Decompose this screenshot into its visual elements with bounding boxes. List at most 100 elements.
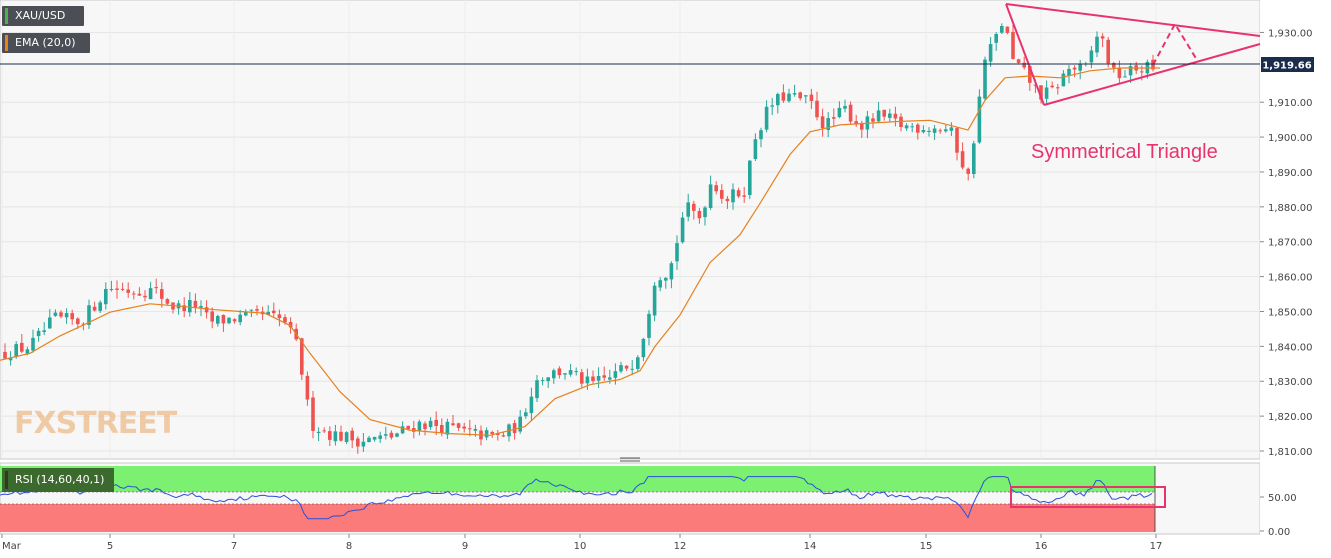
candle-body [608, 377, 612, 380]
candle-body [115, 288, 119, 290]
candle [540, 377, 545, 386]
candle-body [568, 370, 573, 375]
rsi-line [0, 476, 1153, 520]
y-tick-label: 1,930.00 [1268, 28, 1313, 39]
candle [624, 365, 629, 371]
candle-body [188, 300, 192, 313]
candle-body [1140, 71, 1144, 73]
candle-body [434, 419, 438, 426]
candle-body [725, 198, 730, 202]
candle-body [843, 106, 847, 109]
candle-body [14, 344, 18, 357]
candle-body [8, 358, 13, 361]
candle-body [36, 330, 41, 337]
candle [120, 282, 125, 292]
candle-body [955, 128, 959, 153]
candle [339, 425, 343, 442]
candle [652, 282, 657, 322]
candle-body [882, 109, 886, 117]
candle-body [1033, 84, 1038, 86]
price-axis-area [1260, 0, 1331, 534]
candle [848, 101, 853, 124]
y-tick-label: 1,820.00 [1268, 412, 1313, 423]
candle-body [770, 105, 774, 107]
candle [949, 122, 954, 136]
candle-body [809, 94, 814, 101]
candle-body [87, 305, 91, 325]
current-price-label: 1,919.66 [1261, 57, 1314, 72]
candle [921, 125, 926, 134]
candle [445, 418, 450, 439]
ema-legend[interactable]: EMA (20,0) [2, 33, 90, 53]
symbol-legend[interactable]: XAU/USD [2, 6, 84, 26]
candle-body [1095, 36, 1099, 53]
candle [518, 410, 522, 434]
candle [636, 355, 640, 373]
candle-body [994, 34, 998, 43]
candle-body [440, 425, 444, 433]
candle-body [781, 92, 786, 101]
candle [972, 140, 976, 179]
candle [305, 371, 310, 406]
candle [456, 422, 461, 431]
candle-body [860, 123, 864, 130]
candle [1005, 26, 1010, 35]
candle-body [949, 127, 954, 131]
candle-body [832, 117, 836, 119]
candle-body [776, 94, 780, 106]
candle-body [232, 319, 237, 322]
candle-body [552, 370, 556, 379]
candle [70, 309, 74, 325]
candle-body [944, 129, 948, 132]
candle [714, 181, 718, 195]
candle [193, 293, 198, 314]
candle-body [1050, 85, 1054, 88]
x-tick-label: 10 [574, 541, 587, 552]
candle [574, 367, 578, 376]
candle-body [1056, 87, 1060, 89]
x-tick-label: 14 [804, 541, 817, 552]
candle [333, 424, 338, 446]
candle [266, 305, 270, 316]
candle-body [535, 380, 539, 399]
candle [1072, 65, 1077, 78]
candle [703, 206, 707, 226]
candle-body [160, 289, 164, 299]
candle [524, 408, 528, 419]
candle [658, 277, 662, 292]
candle [798, 91, 802, 101]
candle-body [658, 280, 662, 288]
candle-body [339, 431, 343, 441]
y-tick-label: 1,830.00 [1268, 377, 1313, 388]
candle [1022, 56, 1026, 70]
candle-body [630, 368, 634, 370]
candle [843, 99, 847, 113]
rsi-legend[interactable]: RSI (14,60,40,1) [2, 468, 114, 492]
candle-body [316, 431, 321, 433]
candle [244, 309, 248, 317]
candle [132, 290, 136, 300]
pane-resize-handle[interactable] [620, 457, 640, 462]
candle [904, 123, 909, 131]
candle [1100, 33, 1105, 48]
candle [1123, 70, 1127, 78]
candle-body [272, 310, 276, 314]
candle-body [540, 380, 545, 382]
candle-body [423, 423, 427, 430]
candle-body [322, 430, 326, 432]
candle-body [518, 416, 522, 432]
candle-body [591, 376, 595, 381]
candle-body [76, 318, 80, 325]
candle [787, 88, 791, 103]
candle [932, 125, 937, 140]
candle [927, 127, 931, 137]
candle-body [1039, 85, 1043, 100]
candle-body [277, 314, 282, 319]
candle [591, 370, 595, 384]
candle [1061, 70, 1066, 87]
candle-body [378, 435, 382, 439]
candle-body [48, 317, 52, 329]
candle-body [356, 438, 360, 447]
